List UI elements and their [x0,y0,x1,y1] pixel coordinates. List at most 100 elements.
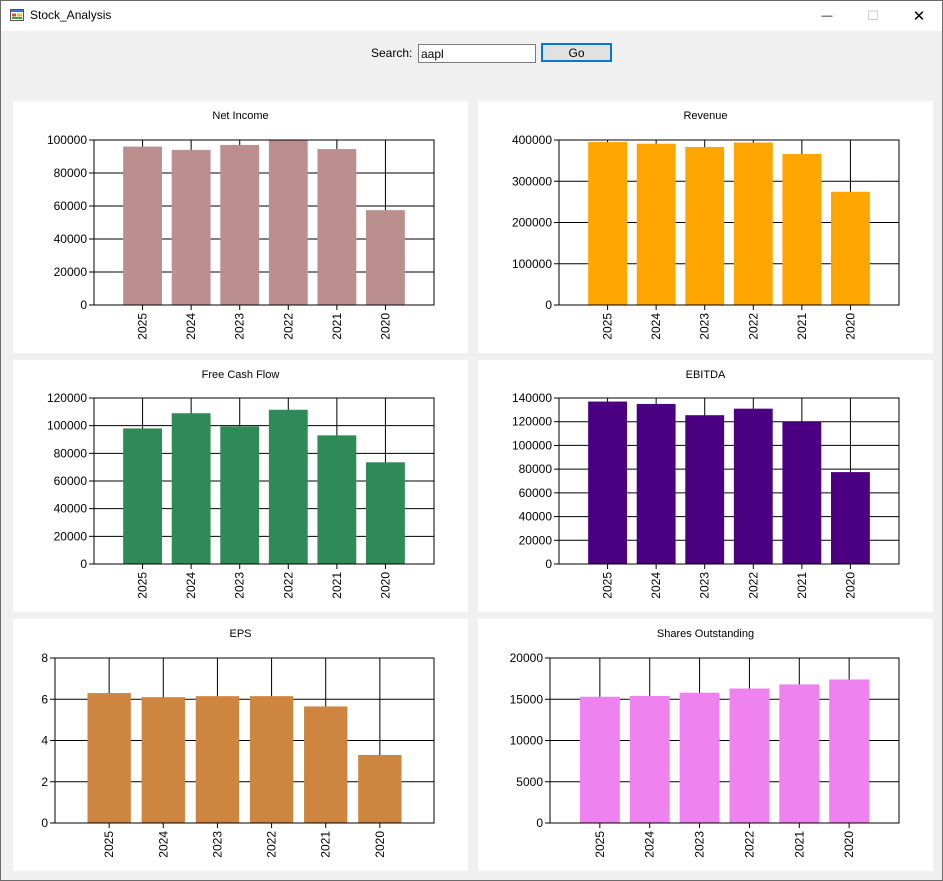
x-tick-label: 2021 [792,831,806,858]
bar-2024 [636,403,676,564]
y-tick-label: 80000 [54,446,88,460]
x-tick-label: 2022 [281,572,295,599]
bar-2022 [268,140,308,305]
bar-2023 [685,415,725,564]
bar-2021 [782,154,822,305]
plot-frame [558,139,900,306]
bar-2022 [729,688,770,823]
minimize-button[interactable]: — [804,1,850,31]
chart-ebitda: 0 20000 40000 60000 80000 100000 120000 140000 2… [512,391,900,599]
y-tick-label: 15000 [510,692,544,706]
minimize-icon: — [821,10,833,22]
close-icon: ✕ [912,8,926,25]
x-tick-label: 2021 [330,572,344,599]
y-tick-label: 20000 [54,265,88,279]
y-tick-label: 100000 [512,438,552,452]
x-tick-label: 2020 [378,572,392,599]
y-tick-label: 0 [80,557,87,571]
bar-2021 [304,706,348,823]
x-tick-label: 2023 [698,572,712,599]
y-tick-label: 300000 [512,174,552,188]
bar-2020 [829,679,870,823]
bar-2024 [171,413,211,564]
chart-panel-revenue: Revenue 0 100000 200000 300000 400000 2025 202… [478,101,933,353]
x-tick-label: 2021 [795,572,809,599]
x-tick-label: 2025 [136,313,150,340]
y-tick-label: 120000 [47,391,87,405]
title-bar[interactable]: Stock_Analysis — ☐ ✕ [1,1,942,31]
chart-title: EPS [229,628,252,640]
bar-2020 [831,191,870,305]
bar-2025 [123,428,162,564]
x-tick-label: 2023 [233,572,247,599]
bar-2020 [831,472,870,564]
chart-revenue: 0 100000 200000 300000 400000 2025 2024 2023 202… [512,133,900,340]
search-input[interactable] [418,44,536,63]
bar-2023 [220,144,260,305]
x-tick-label: 2025 [601,313,615,340]
x-tick-label: 2021 [795,313,809,340]
bar-2023 [679,692,720,823]
x-tick-label: 2024 [156,831,170,858]
chart-free-cash-flow: 0 20000 40000 60000 80000 100000 120000 2025 202… [47,391,435,599]
x-tick-label: 2021 [319,831,333,858]
y-tick-label: 2 [41,775,48,789]
x-tick-label: 2021 [330,313,344,340]
x-tick-label: 2020 [843,313,857,340]
bar-2021 [782,421,822,564]
y-tick-label: 80000 [519,462,553,476]
close-button[interactable]: ✕ [896,1,942,31]
bar-2023 [195,696,240,823]
bar-2021 [317,149,357,305]
plot-frame [558,397,900,565]
bar-2023 [220,426,260,564]
bar-2021 [779,684,820,823]
x-tick-label: 2020 [373,831,387,858]
y-tick-label: 140000 [512,391,552,405]
y-tick-label: 0 [41,816,48,830]
chart-title: Shares Outstanding [656,628,755,640]
x-tick-label: 2023 [698,313,712,340]
y-tick-label: 20000 [54,529,88,543]
y-tick-label: 20000 [510,651,544,665]
y-tick-label: 60000 [54,474,88,488]
bar-2024 [141,697,185,823]
x-tick-label: 2022 [746,313,760,340]
x-tick-label: 2024 [649,313,663,340]
chart-panel-ebitda: EBITDA 0 20000 40000 60000 80000 100000 120000… [478,360,933,612]
bar-2024 [629,695,670,823]
x-tick-label: 2024 [184,572,198,599]
y-tick-label: 60000 [519,486,553,500]
y-tick-label: 100000 [47,419,87,433]
x-tick-label: 2024 [643,831,657,858]
plot-frame [93,139,435,306]
chart-panel-net-income: Net Income 0 20000 40000 60000 80000 100000 20… [13,101,468,353]
bar-2024 [171,149,211,305]
go-button[interactable]: Go [541,43,612,62]
y-tick-label: 10000 [510,734,544,748]
y-tick-label: 0 [536,816,543,830]
x-tick-label: 2024 [649,572,663,599]
x-tick-label: 2023 [210,831,224,858]
chart-panel-eps: EPS 0 2 4 6 8 2025 2024 2023 2022 2021 2020 [13,619,468,871]
bar-2020 [366,210,405,305]
chart-title: Free Cash Flow [201,369,280,381]
maximize-button[interactable]: ☐ [850,1,896,31]
chart-eps: 0 2 4 6 8 2025 2024 2023 2022 2021 2020 [41,651,435,858]
x-tick-label: 2025 [593,831,607,858]
y-tick-label: 4 [41,734,48,748]
bar-2022 [268,409,308,564]
y-tick-label: 100000 [512,257,552,271]
bar-2023 [685,147,725,305]
chart-title: EBITDA [685,369,726,381]
bar-2022 [733,142,773,305]
chart-title: Net Income [212,110,269,122]
x-tick-label: 2024 [184,313,198,340]
x-tick-label: 2022 [742,831,756,858]
x-tick-label: 2020 [842,831,856,858]
y-tick-label: 400000 [512,133,552,147]
bar-2022 [733,408,773,564]
y-tick-label: 120000 [512,415,552,429]
bar-2025 [588,401,627,564]
